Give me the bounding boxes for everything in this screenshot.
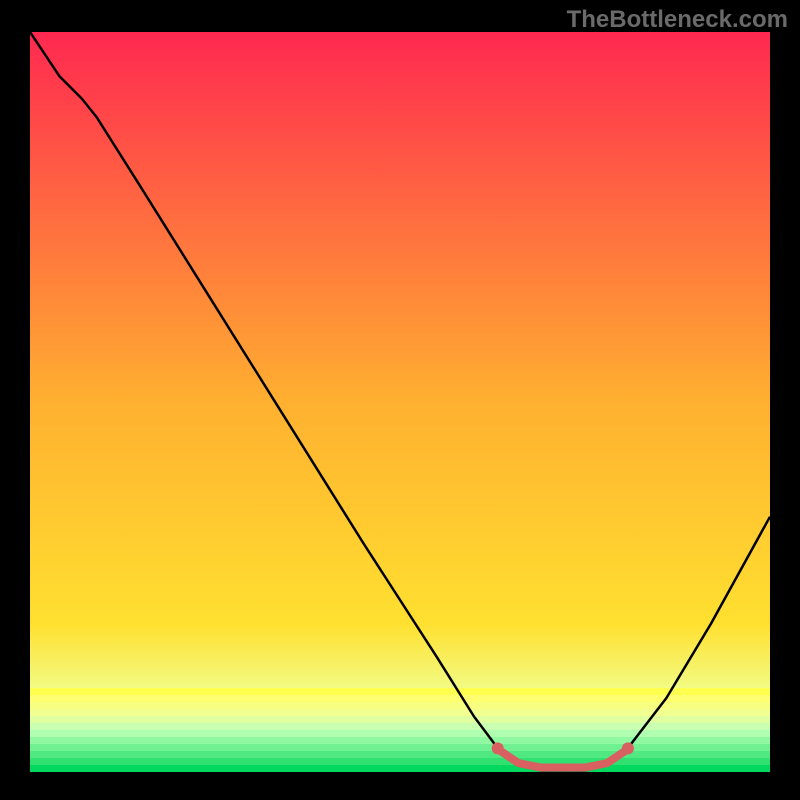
highlight-endcap-right — [622, 742, 634, 754]
chart-container: TheBottleneck.com — [0, 0, 800, 800]
plot-area — [30, 32, 770, 772]
flat-region-highlight — [500, 751, 626, 768]
highlight-endcap-left — [492, 742, 504, 754]
main-curve — [30, 32, 770, 771]
watermark-label: TheBottleneck.com — [567, 6, 788, 34]
curve-overlay — [30, 32, 770, 772]
